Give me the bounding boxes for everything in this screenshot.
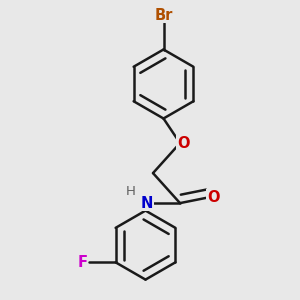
Text: O: O: [177, 136, 190, 151]
Text: O: O: [207, 190, 220, 205]
Text: N: N: [141, 196, 153, 211]
Text: F: F: [78, 255, 88, 270]
Text: H: H: [126, 184, 135, 198]
Text: Br: Br: [154, 8, 173, 22]
